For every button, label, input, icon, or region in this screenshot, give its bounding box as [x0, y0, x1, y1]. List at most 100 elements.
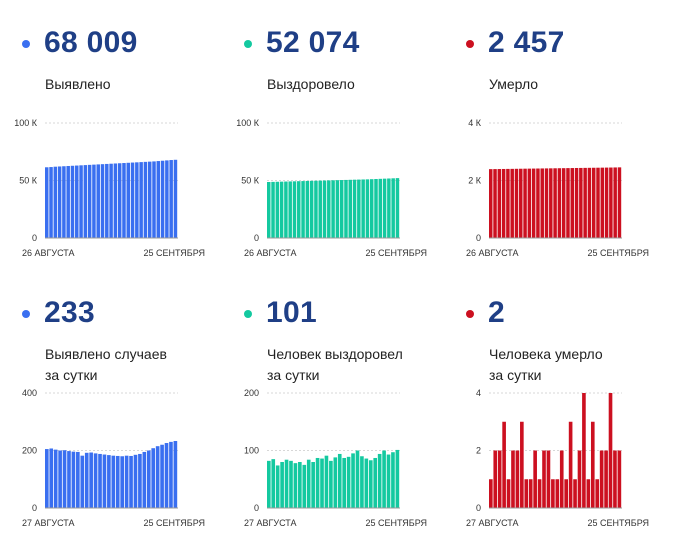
x-end-label: 25 СЕНТЯБРЯ — [365, 248, 427, 258]
daily-recovered-caption: Человек выздоровел за сутки — [267, 344, 403, 386]
daily-detected-caption: Выявлено случаев за сутки — [45, 344, 167, 386]
bar — [96, 164, 100, 238]
bar — [84, 452, 89, 508]
bar — [613, 450, 617, 508]
bar — [506, 168, 510, 238]
bar — [267, 182, 271, 238]
y-tick-label: 0 — [32, 233, 37, 243]
bar — [391, 178, 395, 238]
bar — [566, 168, 570, 238]
y-tick-label: 100 К — [14, 118, 38, 128]
bar — [617, 450, 622, 508]
legend-dot — [466, 310, 474, 318]
bar — [515, 450, 520, 508]
bar — [151, 448, 156, 508]
bar — [271, 181, 275, 238]
legend-dot — [244, 310, 252, 318]
bar — [337, 453, 342, 508]
bar — [139, 162, 143, 238]
bar — [107, 455, 111, 508]
y-tick-label: 200 — [22, 446, 37, 456]
x-end-label: 25 СЕНТЯБРЯ — [143, 248, 205, 258]
total-detected-caption: Выявлено — [45, 74, 111, 95]
bar — [164, 443, 169, 508]
bar — [377, 453, 382, 508]
x-start-label: 27 АВГУСТА — [22, 518, 75, 528]
total-detected-value: 68 009 — [44, 26, 138, 59]
bar — [591, 167, 596, 238]
y-tick-label: 4 — [476, 388, 481, 398]
bar — [169, 441, 173, 509]
bar — [100, 164, 105, 238]
bar — [523, 168, 527, 238]
bar — [595, 479, 600, 508]
bar — [98, 453, 102, 508]
caption-line: за сутки — [489, 367, 542, 383]
caption-line: Умерло — [489, 76, 539, 92]
bar — [617, 167, 622, 238]
bar — [510, 168, 514, 238]
bar — [333, 457, 338, 508]
bar — [368, 460, 373, 508]
bar — [357, 179, 361, 238]
bar — [87, 164, 92, 238]
x-end-label: 25 СЕНТЯБРЯ — [143, 518, 205, 528]
total-detected-chart: 100 К 50 К 0 26 АВГУСТА 25 СЕНТЯБРЯ — [14, 118, 205, 258]
bar — [58, 450, 62, 508]
legend-dot — [22, 310, 30, 318]
bar — [160, 444, 164, 508]
bar — [549, 168, 553, 238]
bar — [173, 159, 178, 238]
bar — [579, 167, 583, 238]
total-deaths-value: 2 457 — [488, 26, 565, 59]
panel-daily-recovered: 101 Человек выздоровел за сутки 200 100 0 2… — [222, 270, 448, 540]
bar — [133, 454, 138, 508]
panel-daily-deaths: 2 Человека умерло за сутки 4 2 0 27 АВГУСТА… — [444, 270, 670, 540]
bar — [271, 459, 276, 509]
total-recovered-chart: 100 К 50 К 0 26 АВГУСТА 25 СЕНТЯБРЯ — [236, 118, 427, 258]
y-tick-label: 0 — [476, 503, 481, 513]
bar — [369, 179, 374, 238]
bar — [122, 163, 126, 238]
bar — [83, 165, 88, 238]
bar — [489, 169, 493, 238]
bar — [129, 455, 133, 508]
legend-dot — [244, 40, 252, 48]
bar — [382, 450, 386, 508]
bar — [152, 161, 156, 238]
bar — [536, 168, 540, 238]
legend-dot — [22, 40, 30, 48]
bar — [318, 180, 322, 238]
caption-line: за сутки — [45, 367, 98, 383]
total-deaths-chart: 4 К 2 К 0 26 АВГУСТА 25 СЕНТЯБРЯ — [466, 118, 649, 258]
y-tick-label: 100 К — [236, 118, 260, 128]
bar — [574, 167, 579, 238]
bar — [284, 459, 289, 508]
bar — [374, 179, 378, 238]
bar — [613, 167, 617, 238]
bar — [524, 479, 529, 508]
bar — [395, 178, 400, 238]
bar — [93, 453, 98, 509]
bar — [71, 451, 76, 508]
bar — [67, 451, 71, 508]
bar — [115, 455, 120, 508]
bar — [365, 179, 370, 238]
bar — [89, 452, 93, 508]
bar — [45, 167, 49, 238]
x-start-label: 26 АВГУСТА — [22, 248, 75, 258]
caption-line: Выявлено — [45, 76, 111, 92]
bar — [493, 450, 498, 508]
bar — [138, 453, 142, 508]
bar — [360, 456, 364, 508]
bar — [53, 166, 58, 238]
bar — [124, 455, 129, 509]
bar — [279, 181, 284, 238]
y-tick-label: 50 К — [241, 176, 260, 186]
bar — [537, 479, 542, 508]
bar — [497, 169, 502, 238]
bar — [76, 451, 80, 508]
bar — [395, 449, 400, 509]
bar — [284, 181, 288, 238]
y-tick-label: 0 — [32, 503, 37, 513]
